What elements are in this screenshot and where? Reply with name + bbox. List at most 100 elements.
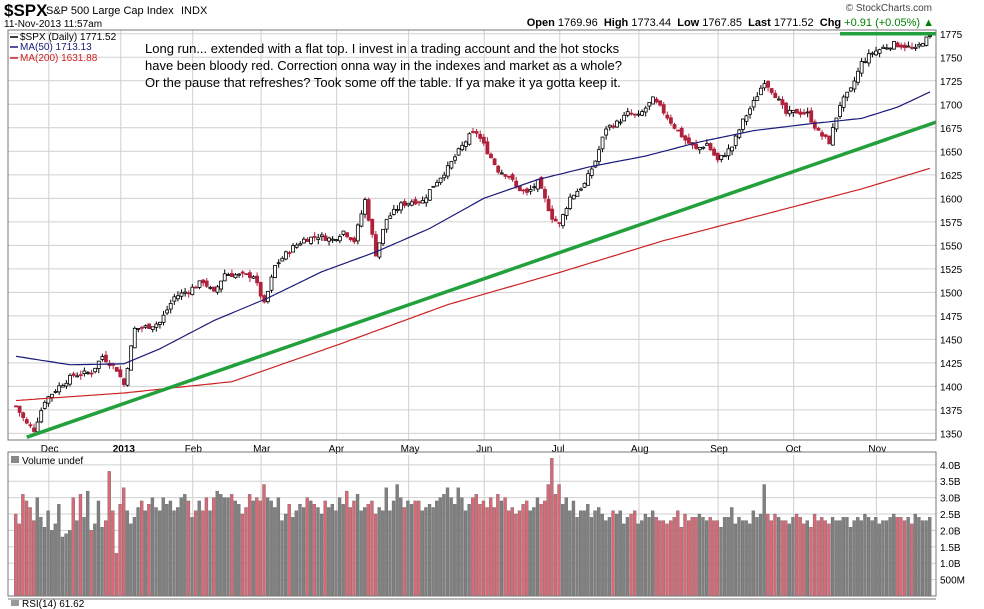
candle-body bbox=[884, 47, 889, 50]
volume-bar bbox=[863, 513, 867, 597]
candle-body bbox=[28, 424, 33, 427]
candle-body bbox=[161, 314, 166, 323]
month-label: Aug bbox=[631, 444, 649, 455]
volume-bar bbox=[910, 523, 914, 597]
candle-body bbox=[532, 186, 537, 189]
volume-bar bbox=[722, 517, 727, 597]
volume-bar bbox=[460, 497, 464, 597]
volume-bar bbox=[420, 510, 424, 597]
volume-bar bbox=[50, 530, 54, 597]
volume-bar bbox=[323, 500, 327, 597]
annotation-line: Long run... extended with a flat top. I … bbox=[145, 41, 620, 56]
volume-bar bbox=[262, 484, 266, 597]
candle-body bbox=[219, 280, 224, 290]
candle-body bbox=[323, 235, 328, 241]
candle-body bbox=[258, 281, 263, 297]
volume-bar bbox=[492, 507, 496, 597]
volume-bar bbox=[355, 494, 360, 597]
candle-body bbox=[845, 91, 850, 98]
candle-body bbox=[460, 144, 465, 151]
volume-bar bbox=[215, 490, 219, 597]
volume-bar bbox=[579, 510, 583, 597]
quote-summary: Open 1769.96 High 1773.44 Low 1767.85 La… bbox=[527, 17, 934, 29]
volume-bar bbox=[406, 500, 410, 597]
trendline-rising bbox=[26, 120, 937, 439]
candle-body bbox=[276, 262, 281, 265]
volume-bar bbox=[881, 520, 885, 597]
volume-bar bbox=[175, 507, 180, 597]
volume-bar bbox=[895, 517, 899, 597]
candle-body bbox=[100, 356, 105, 360]
volume-bar bbox=[381, 510, 385, 597]
volume-bar bbox=[388, 510, 392, 597]
volume-bar bbox=[888, 517, 892, 597]
volume-bar bbox=[161, 497, 165, 597]
volume-bar bbox=[827, 523, 831, 597]
volume-bar bbox=[733, 523, 738, 597]
volume-bar bbox=[589, 517, 594, 597]
symbol-title: $SPX bbox=[4, 1, 48, 20]
candle-body bbox=[629, 112, 634, 115]
candle-body bbox=[805, 111, 810, 114]
legend-ma50: MA(50) 1713.13 bbox=[20, 42, 92, 53]
volume-bar bbox=[219, 494, 223, 597]
volume-bar bbox=[604, 520, 608, 597]
volume-bar bbox=[672, 517, 676, 597]
candle-body bbox=[291, 245, 295, 253]
volume-bar bbox=[568, 510, 572, 597]
month-label: Nov bbox=[868, 444, 886, 455]
volume-bar bbox=[197, 500, 201, 597]
candle-body bbox=[618, 121, 623, 124]
month-label: Jul bbox=[552, 444, 565, 455]
candle-body bbox=[863, 61, 868, 63]
volume-bar bbox=[46, 510, 50, 597]
volume-bar bbox=[751, 510, 756, 597]
candle-body bbox=[118, 369, 123, 378]
candle-body bbox=[226, 274, 231, 276]
candle-body bbox=[435, 182, 439, 187]
volume-bar bbox=[870, 520, 874, 597]
volume-bar bbox=[924, 520, 928, 597]
legend-ma200: MA(200) 1631.88 bbox=[20, 53, 98, 64]
candle-body bbox=[906, 45, 911, 48]
volume-bar bbox=[294, 510, 299, 597]
volume-bar bbox=[122, 487, 126, 597]
volume-bar bbox=[391, 500, 396, 597]
candle-body bbox=[492, 158, 497, 166]
candle-body bbox=[370, 218, 375, 235]
candle-body bbox=[478, 133, 483, 139]
candle-body bbox=[899, 44, 904, 48]
candle-body bbox=[158, 321, 162, 325]
candle-body bbox=[687, 137, 691, 144]
volume-bar bbox=[442, 494, 446, 597]
candle-body bbox=[859, 61, 864, 74]
candle-body bbox=[762, 83, 767, 89]
candle-body bbox=[694, 143, 699, 149]
candle-body bbox=[176, 295, 180, 300]
volume-bar bbox=[168, 500, 173, 597]
candle-body bbox=[701, 146, 706, 149]
candle-body bbox=[704, 143, 709, 146]
volume-bar bbox=[543, 500, 547, 597]
month-label: Feb bbox=[185, 444, 203, 455]
candle-body bbox=[597, 149, 601, 162]
volume-panel-frame bbox=[7, 451, 937, 597]
candle-body bbox=[517, 185, 522, 192]
volume-bar bbox=[830, 517, 835, 597]
volume-tick-label: 2.0B bbox=[940, 526, 961, 537]
volume-bar bbox=[183, 494, 187, 597]
volume-bar bbox=[64, 533, 68, 597]
candle-body bbox=[215, 286, 220, 293]
candle-body bbox=[888, 47, 893, 50]
last-label: Last bbox=[748, 17, 771, 29]
month-label: 2013 bbox=[113, 444, 136, 455]
candle-body bbox=[802, 112, 806, 115]
candle-body bbox=[402, 201, 407, 206]
candle-body bbox=[474, 131, 479, 134]
volume-bar bbox=[676, 510, 680, 597]
candle-body bbox=[463, 141, 468, 147]
candle-body bbox=[881, 46, 886, 49]
candle-body bbox=[64, 382, 69, 387]
volume-bar bbox=[622, 523, 626, 597]
